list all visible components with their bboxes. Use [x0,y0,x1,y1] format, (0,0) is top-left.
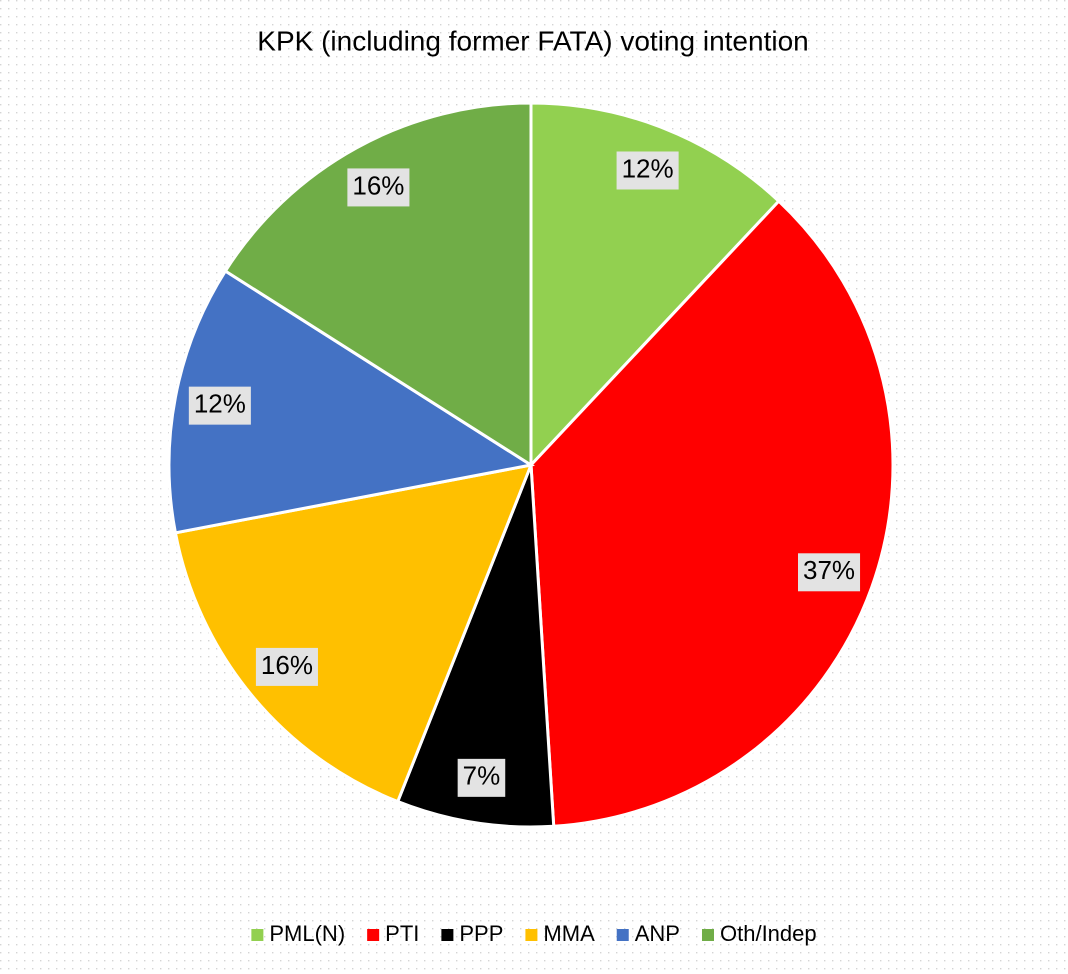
legend-swatch [701,929,714,941]
data-label: 16% [261,650,313,680]
data-label-box [616,151,679,190]
data-label-box [188,386,251,425]
pie-slice [529,101,781,469]
data-label: 12% [622,153,674,183]
data-labels: 12% 37% 7% 16% 12% 16% [188,151,861,797]
legend-label: PPP [459,921,503,946]
data-label-box [255,647,318,686]
legend-swatch [616,929,629,941]
legend-label: PTI [385,921,419,946]
data-label: 12% [194,389,246,419]
data-label: 16% [352,170,404,200]
legend-swatch [441,929,454,941]
legend-swatch [251,929,264,941]
data-label-box [798,553,861,592]
data-label: 37% [803,555,855,585]
legend: PML(N) PTI PPP MMA ANP Oth/Indep [251,921,817,946]
pie-slice [167,268,536,535]
legend-swatch [525,929,538,941]
legend-label: ANP [635,921,680,946]
legend-label: PML(N) [269,921,345,946]
pie [167,101,895,829]
chart-title: KPK (including former FATA) voting inten… [257,25,808,56]
pie-slice [529,198,895,828]
pie-slice [395,464,556,829]
pie-slice [173,463,534,804]
data-label: 7% [463,761,501,791]
data-label-box [457,758,506,797]
legend-swatch [367,929,380,941]
legend-label: Oth/Indep [720,921,817,946]
pie-slice [223,101,533,468]
data-label-box [347,168,410,207]
legend-label: MMA [543,921,595,946]
